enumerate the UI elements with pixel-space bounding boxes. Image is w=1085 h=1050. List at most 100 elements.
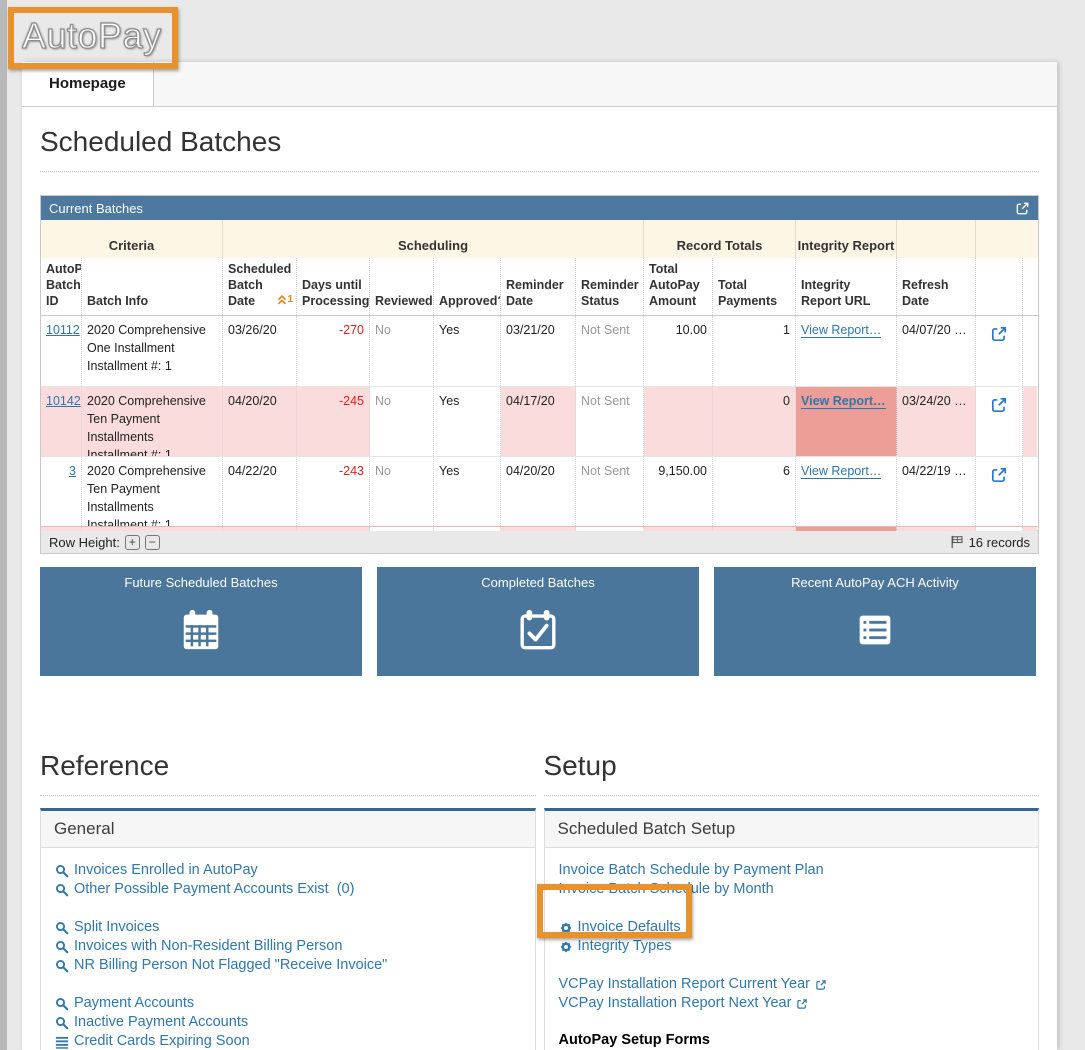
search-icon — [55, 959, 69, 973]
cell-batch-info: 2020 Comprehensive Ten Payment Installme… — [82, 387, 223, 456]
search-icon — [55, 997, 69, 1011]
cell-total-payments: 6 — [713, 457, 796, 526]
table-title: Current Batches — [49, 200, 143, 216]
cell-scheduled-batch-date: 04/20/20 — [223, 387, 297, 456]
col-total-payments[interactable]: Total Payments — [713, 258, 796, 315]
cell-total-autopay-amount — [644, 387, 713, 456]
row-height-increase-button[interactable]: + — [124, 534, 140, 550]
cell-total-autopay-amount: 9,150.00 — [644, 457, 713, 526]
group-criteria: Criteria — [41, 220, 223, 258]
list-icon — [55, 1035, 69, 1049]
link-vcpay-installation-report-current-year[interactable]: VCPay Installation Report Current Year — [559, 975, 1025, 994]
batch-id-link[interactable]: 3 — [69, 464, 76, 478]
checkered-flag-icon — [950, 535, 964, 549]
col-integrity-report-url[interactable]: Integrity Report URL — [796, 258, 897, 315]
view-report-link[interactable]: View Report… — [801, 394, 886, 409]
external-link-icon — [796, 998, 808, 1010]
cell-reviewed: No — [370, 387, 434, 456]
table-row-clipped — [41, 526, 1038, 531]
col-days-until-processing[interactable]: Days until Processing — [297, 258, 370, 315]
group-empty — [976, 220, 1037, 258]
tile-label: Future Scheduled Batches — [124, 575, 278, 590]
link-split-invoices[interactable]: Split Invoices — [55, 918, 521, 937]
link-invoice-batch-schedule-by-payment-plan[interactable]: Invoice Batch Schedule by Payment Plan — [558, 862, 824, 878]
reference-title: Reference — [40, 750, 170, 781]
cell-batch-info: 2020 Comprehensive Ten Payment Installme… — [82, 457, 223, 526]
tile-future-scheduled-batches[interactable]: Future Scheduled Batches — [40, 567, 362, 676]
table-row: 3 2020 Comprehensive Ten Payment Install… — [41, 456, 1038, 526]
open-in-new-window-icon[interactable] — [1015, 201, 1030, 216]
link-other-possible-payment-accounts[interactable]: Other Possible Payment Accounts Exist (0… — [55, 880, 521, 899]
cell-reviewed: No — [370, 457, 434, 526]
cell-reminder-status: Not Sent — [576, 316, 644, 386]
group-integrity-report: Integrity Report — [796, 220, 897, 258]
col-approved[interactable]: Approved? — [434, 258, 501, 315]
col-spacer — [1023, 258, 1037, 315]
view-report-link[interactable]: View Report… — [801, 464, 882, 479]
reference-separator — [40, 795, 536, 796]
batch-id-link[interactable]: 10112 — [46, 323, 80, 337]
current-batches-panel: Current Batches Criteria Scheduling Reco… — [40, 195, 1039, 554]
link-credit-cards-expiring-soon[interactable]: Credit Cards Expiring Soon — [55, 1032, 521, 1050]
cell-reminder-status: Not Sent — [576, 387, 644, 456]
link-invoices-enrolled-in-autopay[interactable]: Invoices Enrolled in AutoPay — [55, 861, 521, 880]
search-icon — [55, 921, 69, 935]
search-icon — [55, 883, 69, 897]
col-reminder-date[interactable]: Reminder Date — [501, 258, 576, 315]
cell-refresh-date: 03/24/20 … — [897, 387, 976, 456]
cell-batch-info: 2020 Comprehensive One Installment Insta… — [82, 316, 223, 386]
col-batch-info[interactable]: Batch Info — [82, 258, 223, 315]
autopay-setup-forms-heading: AutoPay Setup Forms — [558, 1032, 710, 1048]
link-vcpay-installation-report-next-year[interactable]: VCPay Installation Report Next Year — [559, 994, 1025, 1013]
link-inactive-payment-accounts[interactable]: Inactive Payment Accounts — [55, 1013, 521, 1032]
cell-reminder-status: Not Sent — [576, 457, 644, 526]
tab-homepage[interactable]: Homepage — [22, 62, 154, 106]
external-link-icon — [815, 979, 827, 991]
tile-completed-batches[interactable]: Completed Batches — [377, 567, 699, 676]
link-invoices-non-resident-billing[interactable]: Invoices with Non-Resident Billing Perso… — [55, 937, 521, 956]
col-batch-id[interactable]: AutoPay Batch ID — [41, 258, 82, 315]
cell-reminder-date: 04/17/20 — [501, 387, 576, 456]
table-group-header: Criteria Scheduling Record Totals Integr… — [41, 220, 1038, 258]
open-record-icon[interactable] — [990, 466, 1008, 526]
col-total-autopay-amount[interactable]: Total AutoPay Amount — [644, 258, 713, 315]
cell-scheduled-batch-date: 03/26/20 — [223, 316, 297, 386]
table-column-header: AutoPay Batch ID Batch Info Scheduled Ba… — [41, 258, 1038, 316]
link-invoice-batch-schedule-by-month[interactable]: Invoice Batch Schedule by Month — [558, 881, 774, 897]
col-refresh-date[interactable]: Refresh Date — [897, 258, 976, 315]
open-record-icon[interactable] — [990, 325, 1008, 386]
page-title: Scheduled Batches — [40, 126, 282, 157]
cell-approved: Yes — [434, 387, 501, 456]
col-open-record — [976, 258, 1023, 315]
col-reminder-status[interactable]: Reminder Status — [576, 258, 644, 315]
tile-recent-autopay-ach-activity[interactable]: Recent AutoPay ACH Activity — [714, 567, 1036, 676]
col-reviewed[interactable]: Reviewed? — [370, 258, 434, 315]
setup-panel: Scheduled Batch Setup Invoice Batch Sche… — [543, 808, 1039, 1050]
cell-approved: Yes — [434, 457, 501, 526]
title-separator — [40, 171, 1039, 172]
view-report-link[interactable]: View Report… — [801, 323, 882, 338]
cell-total-payments: 1 — [713, 316, 796, 386]
cell-reviewed: No — [370, 316, 434, 386]
link-payment-accounts[interactable]: Payment Accounts — [55, 994, 521, 1013]
reference-panel: General Invoices Enrolled in AutoPay Oth… — [40, 808, 536, 1050]
cell-days-until-processing: -243 — [297, 457, 370, 526]
calendar-check-icon — [515, 590, 561, 676]
group-scheduling: Scheduling — [223, 220, 644, 258]
col-scheduled-batch-date[interactable]: Scheduled Batch Date 1 — [223, 258, 297, 315]
link-integrity-types[interactable]: Integrity Types — [559, 937, 1025, 956]
search-icon — [55, 864, 69, 878]
open-record-icon[interactable] — [990, 396, 1008, 456]
setup-panel-title: Scheduled Batch Setup — [544, 811, 1038, 848]
cell-spacer — [1023, 316, 1037, 386]
table-row: 10112 2020 Comprehensive One Installment… — [41, 316, 1038, 386]
link-invoice-defaults[interactable]: Invoice Defaults — [559, 918, 1025, 937]
cell-days-until-processing: -245 — [297, 387, 370, 456]
cell-approved: Yes — [434, 316, 501, 386]
cell-spacer — [1023, 387, 1037, 456]
batch-id-link[interactable]: 10142 — [46, 394, 81, 408]
row-height-decrease-button[interactable]: − — [144, 534, 160, 550]
link-nr-billing-not-flagged[interactable]: NR Billing Person Not Flagged "Receive I… — [55, 956, 521, 975]
tile-label: Recent AutoPay ACH Activity — [791, 575, 959, 590]
calendar-icon — [178, 590, 224, 676]
